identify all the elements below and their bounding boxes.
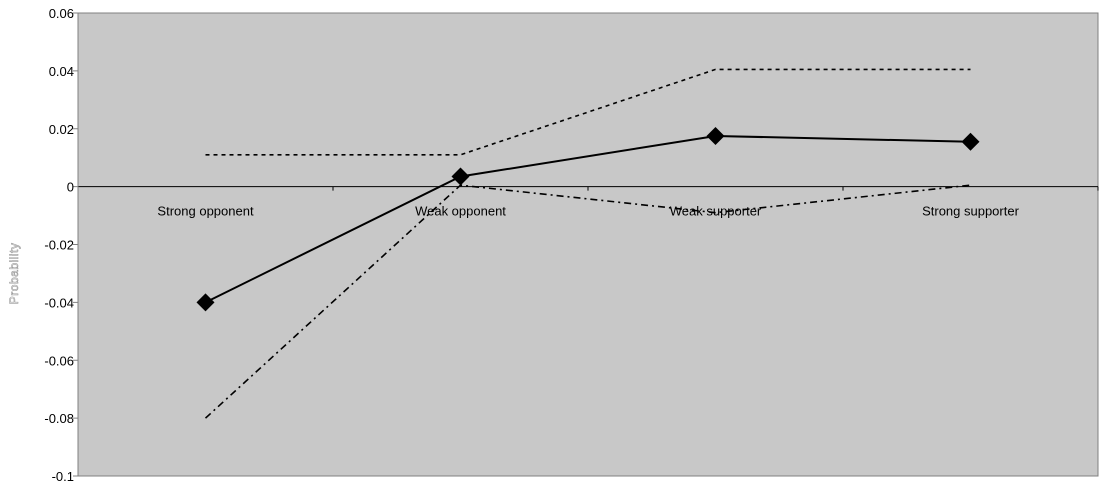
series-line-1 — [205, 134, 971, 304]
series-line-2 — [205, 68, 971, 156]
data-point-marker — [706, 126, 725, 145]
y-tick-label: -0.04 — [44, 295, 74, 310]
y-axis: -0.1 -0.08 -0.06 -0.04 -0.02 0 0.02 0.04 0.06 — [44, 6, 79, 484]
y-tick-label: -0.06 — [44, 353, 74, 368]
y-tick-label: -0.02 — [44, 238, 74, 253]
y-tick-label: 0.02 — [49, 122, 74, 137]
series-line-3 — [204, 184, 971, 419]
y-axis-title: Probability — [7, 243, 21, 305]
data-point-marker — [196, 293, 215, 312]
category-label: Strong opponent — [157, 204, 254, 219]
data-point-marker — [961, 132, 980, 151]
category-label: Weak supporter — [670, 204, 762, 219]
y-tick-label: 0.04 — [49, 64, 74, 79]
category-label: Weak opponent — [415, 204, 506, 219]
y-tick-label: -0.08 — [44, 411, 74, 426]
data-markers — [196, 126, 980, 312]
series-lines — [204, 68, 971, 419]
plot-area — [77, 12, 1099, 477]
category-labels: Strong opponent Weak opponent Weak support… — [157, 204, 1019, 219]
category-label: Strong supporter — [922, 204, 1020, 219]
y-tick-label: 0 — [67, 180, 74, 195]
y-tick-label: 0.06 — [49, 6, 74, 21]
y-tick-label: -0.1 — [52, 469, 74, 484]
data-point-marker — [451, 167, 470, 186]
